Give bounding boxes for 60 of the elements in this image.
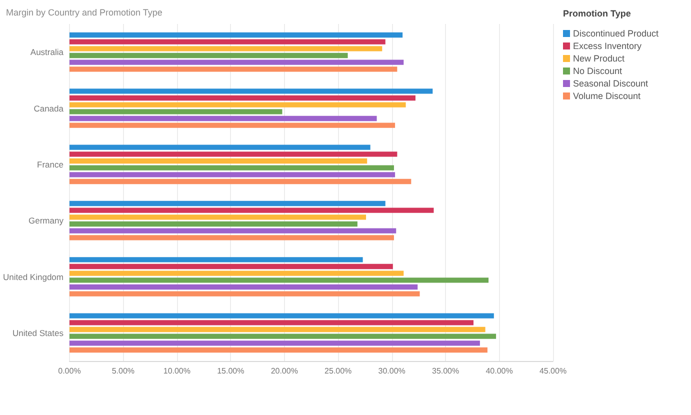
x-tick-label: 15.00% bbox=[217, 366, 244, 376]
bar bbox=[69, 200, 386, 206]
bar bbox=[69, 235, 394, 240]
x-tick-label: 10.00% bbox=[163, 366, 190, 376]
x-tick-label: 25.00% bbox=[324, 366, 352, 376]
bar bbox=[69, 291, 420, 296]
y-tick-label: Australia bbox=[30, 47, 64, 58]
legend-label: No Discount bbox=[573, 66, 623, 76]
x-tick-label: 5.00% bbox=[112, 366, 135, 376]
bar bbox=[69, 52, 348, 58]
bar bbox=[69, 340, 480, 346]
bar bbox=[69, 122, 396, 128]
legend-label: Excess Inventory bbox=[573, 41, 642, 51]
bar bbox=[69, 326, 486, 332]
legend-title: Promotion Type bbox=[563, 8, 631, 18]
bar bbox=[69, 165, 394, 170]
bar bbox=[69, 221, 358, 227]
bar bbox=[69, 66, 398, 72]
bar bbox=[69, 284, 418, 290]
bar bbox=[69, 32, 403, 38]
bar bbox=[69, 60, 404, 65]
x-tick-label: 20.00% bbox=[270, 366, 298, 376]
y-tick-label: Canada bbox=[34, 103, 64, 114]
bar bbox=[69, 116, 377, 122]
legend-label: New Product bbox=[573, 54, 626, 64]
y-tick-label: Germany bbox=[28, 216, 64, 226]
legend-label: Seasonal Discount bbox=[573, 78, 649, 88]
bar bbox=[69, 270, 404, 276]
bar bbox=[69, 102, 406, 108]
bar bbox=[69, 95, 416, 101]
bar bbox=[69, 334, 496, 339]
bar bbox=[69, 88, 433, 94]
x-tick-label: 35.00% bbox=[432, 366, 460, 376]
bar bbox=[69, 39, 386, 44]
bar bbox=[69, 347, 488, 353]
y-tick-label: United States bbox=[12, 328, 64, 338]
bar bbox=[69, 257, 363, 262]
bar bbox=[69, 178, 412, 184]
y-tick-label: France bbox=[37, 159, 64, 170]
chart-title: Margin by Country and Promotion Type bbox=[6, 8, 162, 18]
bar bbox=[69, 152, 398, 157]
x-tick-label: 40.00% bbox=[486, 366, 513, 376]
bar bbox=[69, 144, 370, 150]
bar bbox=[69, 208, 434, 213]
legend-label: Discontinued Product bbox=[573, 28, 660, 38]
legend-label: Volume Discount bbox=[573, 91, 642, 101]
x-tick-label: 45.00% bbox=[539, 366, 567, 376]
bar bbox=[69, 158, 368, 164]
bar bbox=[69, 46, 382, 52]
bar bbox=[69, 313, 494, 318]
bar bbox=[69, 320, 474, 326]
bar bbox=[69, 109, 282, 114]
bar bbox=[69, 172, 396, 178]
bar bbox=[69, 278, 489, 283]
bar bbox=[69, 264, 393, 270]
y-tick-label: United Kingdom bbox=[2, 272, 64, 282]
bar bbox=[69, 228, 396, 234]
bar bbox=[69, 214, 366, 220]
x-tick-label: 30.00% bbox=[378, 366, 406, 376]
x-tick-label: 0.00% bbox=[58, 366, 81, 376]
